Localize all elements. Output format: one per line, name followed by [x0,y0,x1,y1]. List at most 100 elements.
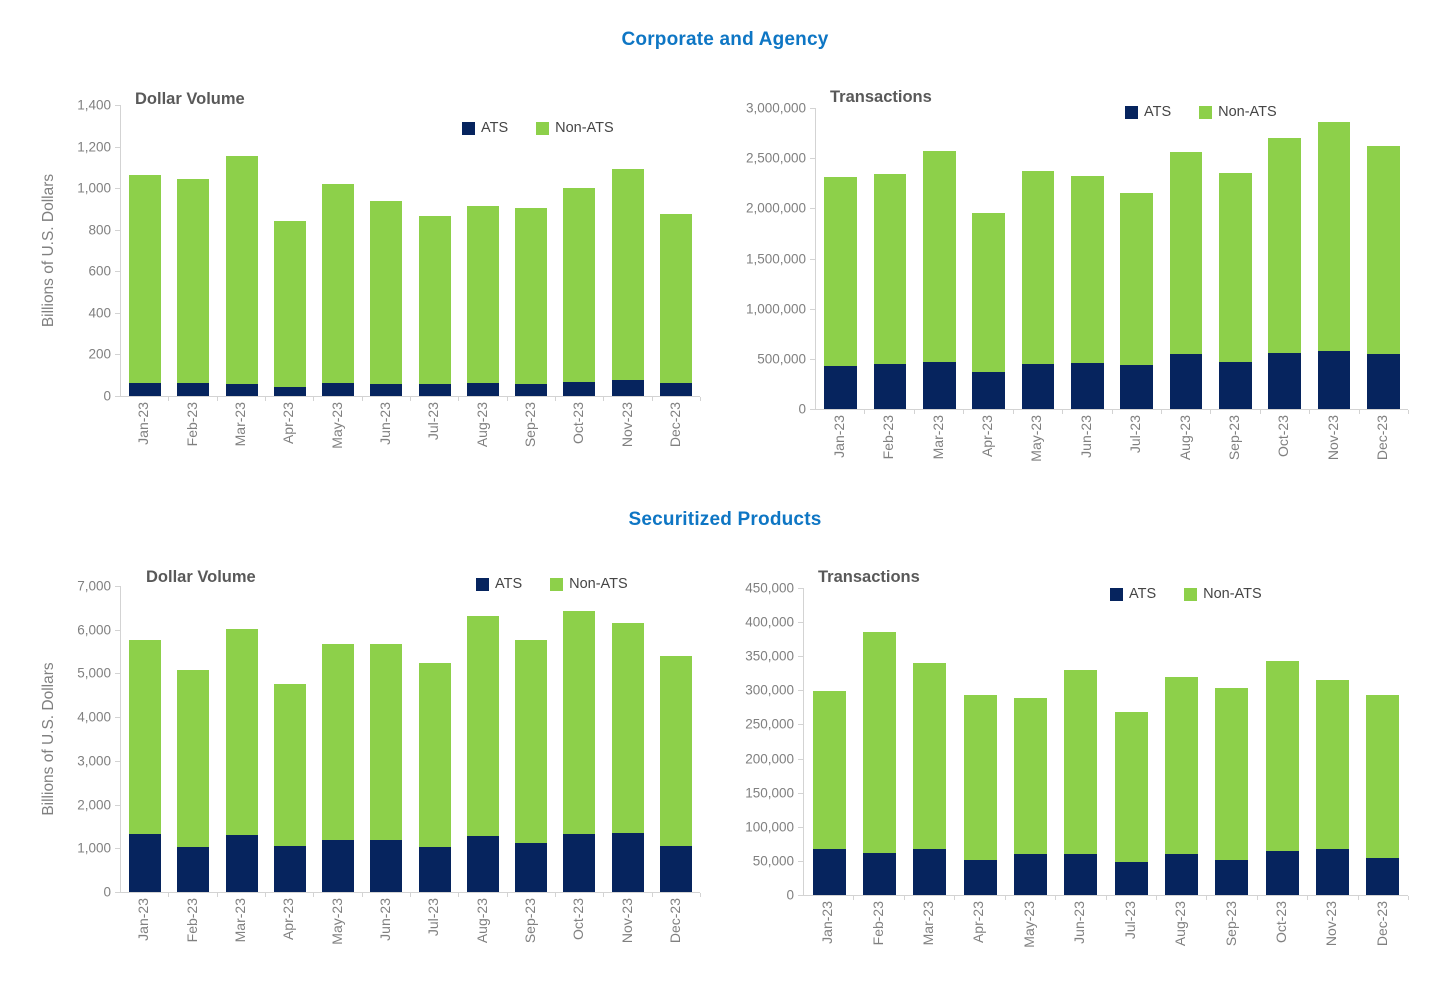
x-tick-mark [1408,410,1409,414]
x-tick-mark [216,397,218,401]
x-tick-label: Jul-23 [1121,901,1138,940]
bar-segment-non-ats [225,629,258,836]
bar-segment-ats [322,383,355,396]
bar-slot-jul-23 [1106,588,1156,895]
bar-segment-ats [563,833,596,892]
x-tick-label: Nov-23 [618,402,635,448]
bars-area [816,108,1408,409]
bar-segment-ats [1164,854,1199,895]
bar-slot-jan-23 [816,108,865,409]
bar-slot-dec-23 [652,105,700,396]
bar-mar-23 [225,629,258,892]
x-tick-label: Jun-23 [376,898,393,941]
x-tick-mark [651,397,653,401]
y-axis-title: Billions of U.S. Dollars [40,173,57,328]
bar-segment-ats [466,383,499,396]
legend-swatch-non-ats [550,577,564,591]
x-tick-mark [1256,896,1258,900]
bar-nov-23 [611,623,644,892]
bar-segment-non-ats [1164,676,1199,855]
bar-segment-non-ats [129,174,162,383]
bar-segment-non-ats [1021,171,1055,365]
x-tick-mark [216,893,218,897]
legend: ATS Non-ATS [476,576,628,592]
legend-swatch-non-ats [536,121,550,135]
y-tick-mark [115,229,120,231]
bar-segment-non-ats [1071,176,1104,364]
legend-swatch-non-ats [1184,587,1198,601]
bar-jun-23 [370,200,403,396]
x-tick-label: Dec-23 [666,898,683,944]
y-tick-mark [810,108,815,109]
chart-corporate-dollar-volume: Dollar Volume ATS Non-ATS 0 200 400 600 800 1,00… [30,60,720,488]
bar-segment-ats [1219,362,1252,409]
x-tick-mark [506,893,508,897]
bar-segment-ats [322,839,355,892]
bar-segment-ats [273,845,306,892]
bar-segment-non-ats [659,213,692,383]
bar-nov-23 [1315,680,1350,895]
bar-nov-23 [611,168,644,396]
y-tick-mark [115,354,120,356]
bar-segment-ats [923,361,956,409]
bar-slot-sep-23 [507,105,555,396]
bar-slot-jun-23 [1063,108,1112,409]
x-tick-label: Sep-23 [521,402,538,448]
bar-jul-23 [1120,193,1153,409]
bar-slot-jun-23 [1056,588,1106,895]
y-tick-mark [798,690,803,692]
legend: ATS Non-ATS [1125,104,1277,120]
bar-segment-ats [273,386,306,396]
y-tick-label: 3,000 [77,753,111,769]
x-tick-label: Aug-23 [473,898,490,944]
x-tick-mark [651,893,653,897]
y-tick-label: 150,000 [745,785,794,801]
x-tick-label: Nov-23 [618,898,635,944]
bar-segment-non-ats [1169,152,1203,355]
y-tick-mark [115,629,120,631]
x-tick-label: Feb-23 [183,402,200,447]
bar-segment-non-ats [1013,697,1048,855]
bar-slot-dec-23 [1359,108,1408,409]
bar-segment-non-ats [563,188,596,382]
bar-slot-nov-23 [1307,588,1357,895]
y-tick-label: 2,000 [77,797,111,813]
y-axis-line [815,108,816,409]
y-tick-label: 2,000,000 [745,200,806,216]
bar-feb-23 [177,178,210,396]
bar-may-23 [1013,697,1048,895]
bar-slot-sep-23 [1207,588,1257,895]
x-tick-label: Nov-23 [1323,901,1340,947]
x-tick-mark [168,397,170,401]
x-tick-mark [864,410,866,414]
x-tick-label: Mar-23 [920,901,937,946]
legend-item-ats: ATS [476,576,522,592]
bar-sep-23 [1215,688,1249,895]
x-tick-mark [1206,896,1208,900]
bar-jan-23 [129,174,162,396]
bar-slot-feb-23 [854,588,904,895]
bar-segment-ats [418,846,451,892]
x-tick-label: Feb-23 [183,898,200,943]
bar-slot-jan-23 [121,586,169,892]
legend: ATS Non-ATS [462,120,614,136]
x-tick-label: Apr-23 [280,402,297,445]
x-tick-mark [1055,896,1057,900]
y-tick-label: 1,400 [77,97,111,113]
bar-apr-23 [963,695,997,895]
bar-slot-oct-23 [1260,108,1309,409]
x-tick-mark [410,397,411,401]
x-tick-label: Apr-23 [978,415,995,458]
x-tick-label: Apr-23 [280,898,297,941]
y-tick-label: 0 [798,401,806,417]
chart-title: Dollar Volume [146,568,256,586]
x-tick-mark [506,397,508,401]
bar-dec-23 [659,656,692,892]
x-tick-label: Feb-23 [880,415,897,460]
chart-title: Transactions [830,88,932,106]
y-tick-mark [115,312,120,314]
bar-jun-23 [1071,176,1104,409]
bar-segment-ats [177,382,210,396]
x-tick-label: Jul-23 [425,402,442,441]
y-tick-label: 50,000 [752,853,794,869]
